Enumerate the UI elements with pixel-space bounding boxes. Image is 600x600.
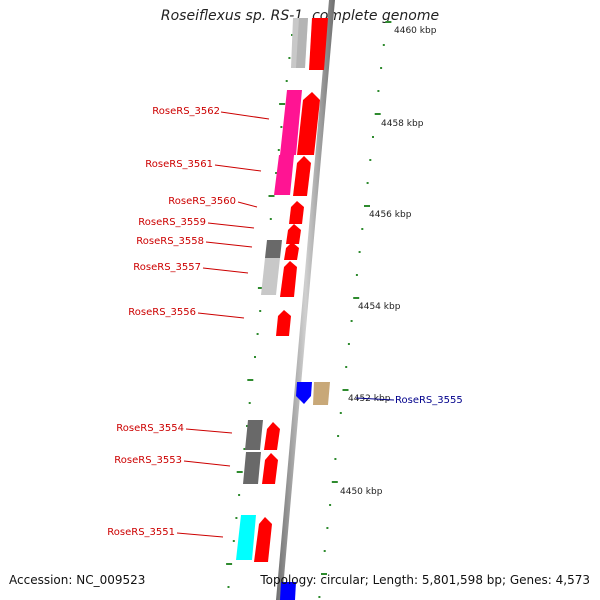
gene-label: RoseRS_3551 — [107, 527, 175, 538]
leader-line — [205, 241, 253, 248]
cog-track — [236, 18, 330, 560]
map-title: Roseiflexus sp. RS-1, complete genome — [160, 8, 440, 24]
gene-arrow-reverse — [280, 582, 296, 600]
cog-box — [236, 515, 256, 560]
gene-arrow-forward — [276, 310, 291, 336]
scale-label: 4458 kbp — [381, 119, 424, 129]
scale-label: 4460 kbp — [394, 26, 437, 36]
gene-arrow-forward — [264, 422, 280, 450]
genome-backbone — [276, 0, 335, 600]
reverse-gene-track — [280, 382, 312, 600]
forward-gene-track — [254, 18, 328, 562]
leader-line — [176, 532, 224, 538]
gene-arrow-forward — [284, 242, 299, 260]
gene-arrow-forward — [280, 261, 297, 297]
gene-label: RoseRS_3554 — [116, 423, 184, 434]
cog-box — [243, 452, 261, 484]
cog-box — [245, 420, 263, 450]
gene-label: RoseRS_3558 — [136, 236, 204, 247]
gene-label: RoseRS_3555 — [395, 395, 463, 406]
gene-arrow-forward — [254, 517, 272, 562]
gene-arrow-forward — [289, 201, 304, 224]
cog-box — [274, 155, 294, 195]
gene-label: RoseRS_3560 — [168, 196, 236, 207]
gene-label: RoseRS_3557 — [133, 262, 201, 273]
gene-label: RoseRS_3553 — [114, 455, 182, 466]
leader-line — [214, 164, 262, 172]
gene-label: RoseRS_3561 — [145, 159, 213, 170]
gene-arrow-forward — [309, 18, 328, 70]
gene-arrow-forward — [286, 224, 301, 244]
leader-line — [185, 428, 233, 434]
gene-arrow-reverse — [296, 382, 312, 404]
leader-line — [220, 111, 270, 120]
cog-box — [261, 258, 280, 295]
cog-box — [296, 18, 308, 68]
leader-line — [202, 267, 249, 274]
gene-arrow-forward — [262, 453, 278, 484]
leader-line — [197, 312, 245, 319]
scale-labels: 4460 kbp 4458 kbp 4456 kbp 4454 kbp 4452… — [340, 26, 437, 497]
cog-box — [313, 382, 330, 405]
cog-box — [280, 90, 302, 155]
leader-line — [355, 397, 395, 401]
gene-arrow-forward — [293, 156, 311, 196]
gene-label: RoseRS_3556 — [128, 307, 196, 318]
leader-line — [183, 460, 231, 467]
scale-label: 4454 kbp — [358, 302, 401, 312]
leader-line — [237, 201, 258, 208]
leader-line — [207, 222, 255, 229]
cog-box — [265, 240, 282, 258]
accession-text: Accession: NC_009523 — [9, 573, 146, 587]
gene-label: RoseRS_3559 — [138, 217, 206, 228]
scale-tick-ring — [318, 21, 392, 598]
topology-text: Topology: circular; Length: 5,801,598 bp… — [260, 573, 590, 587]
gene-label: RoseRS_3562 — [152, 106, 220, 117]
scale-label: 4456 kbp — [369, 210, 412, 220]
scale-label: 4450 kbp — [340, 487, 383, 497]
label-leaders — [176, 111, 270, 538]
gene-arrow-forward — [297, 92, 320, 155]
gene-labels: RoseRS_3562 RoseRS_3561 RoseRS_3560 Rose… — [107, 106, 236, 538]
